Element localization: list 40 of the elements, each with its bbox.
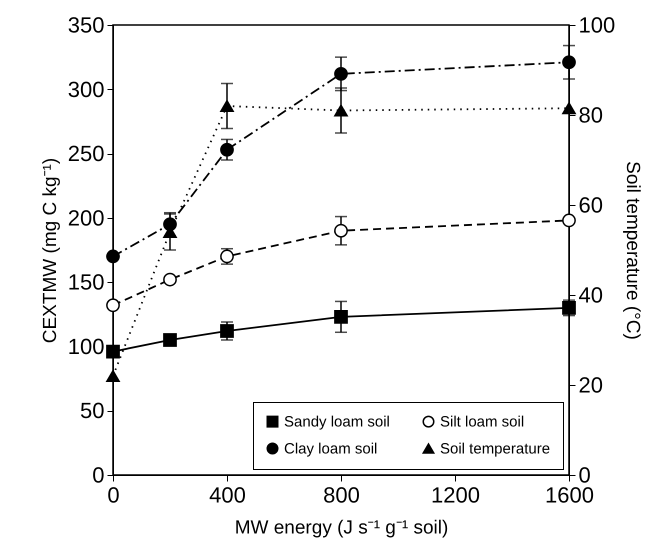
x-tick-label: 400 — [209, 482, 246, 508]
y-tick-label: 200 — [68, 205, 104, 230]
y-tick-label: 150 — [68, 270, 104, 295]
point — [562, 214, 576, 228]
x-axis-title: MW energy (J s⁻¹ g⁻¹ soil) — [234, 518, 448, 538]
point — [106, 344, 120, 358]
x-tick-label: 1200 — [431, 482, 480, 508]
y2-tick-label: 40 — [578, 282, 603, 308]
y2-axis-title: Soil temperature (°C) — [622, 161, 644, 340]
point — [106, 298, 120, 312]
point — [334, 224, 348, 238]
y-tick-label: 0 — [92, 462, 104, 488]
y-tick-label: 100 — [68, 334, 104, 359]
y2-tick-label: 80 — [578, 102, 603, 128]
y-tick-label: 250 — [68, 141, 104, 166]
y-tick-label: 350 — [68, 12, 104, 38]
point — [220, 142, 234, 157]
point — [562, 55, 576, 70]
point — [220, 324, 234, 338]
point — [163, 333, 177, 347]
point — [334, 104, 348, 117]
y-tick-label: 300 — [68, 76, 104, 102]
point — [334, 66, 348, 81]
x-tick-label: 800 — [323, 482, 360, 508]
y-tick-label: 50 — [80, 398, 104, 424]
x-tick-label: 0 — [107, 482, 120, 508]
point — [163, 272, 177, 286]
point — [562, 102, 576, 114]
y-axis-title: CEXTMW (mg C kg⁻¹) — [40, 158, 61, 344]
legend-label: Clay loam soil — [284, 440, 378, 458]
legend-label: Silt loam soil — [440, 414, 524, 431]
point — [106, 250, 120, 264]
y2-tick-label: 100 — [578, 12, 616, 38]
point — [334, 310, 348, 324]
point — [106, 370, 120, 382]
legend-label: Soil temperature — [440, 440, 550, 458]
y2-tick-label: 60 — [578, 192, 603, 218]
legend-label: Sandy loam soil — [284, 414, 390, 431]
y2-tick-label: 20 — [578, 372, 603, 398]
point — [220, 100, 234, 112]
